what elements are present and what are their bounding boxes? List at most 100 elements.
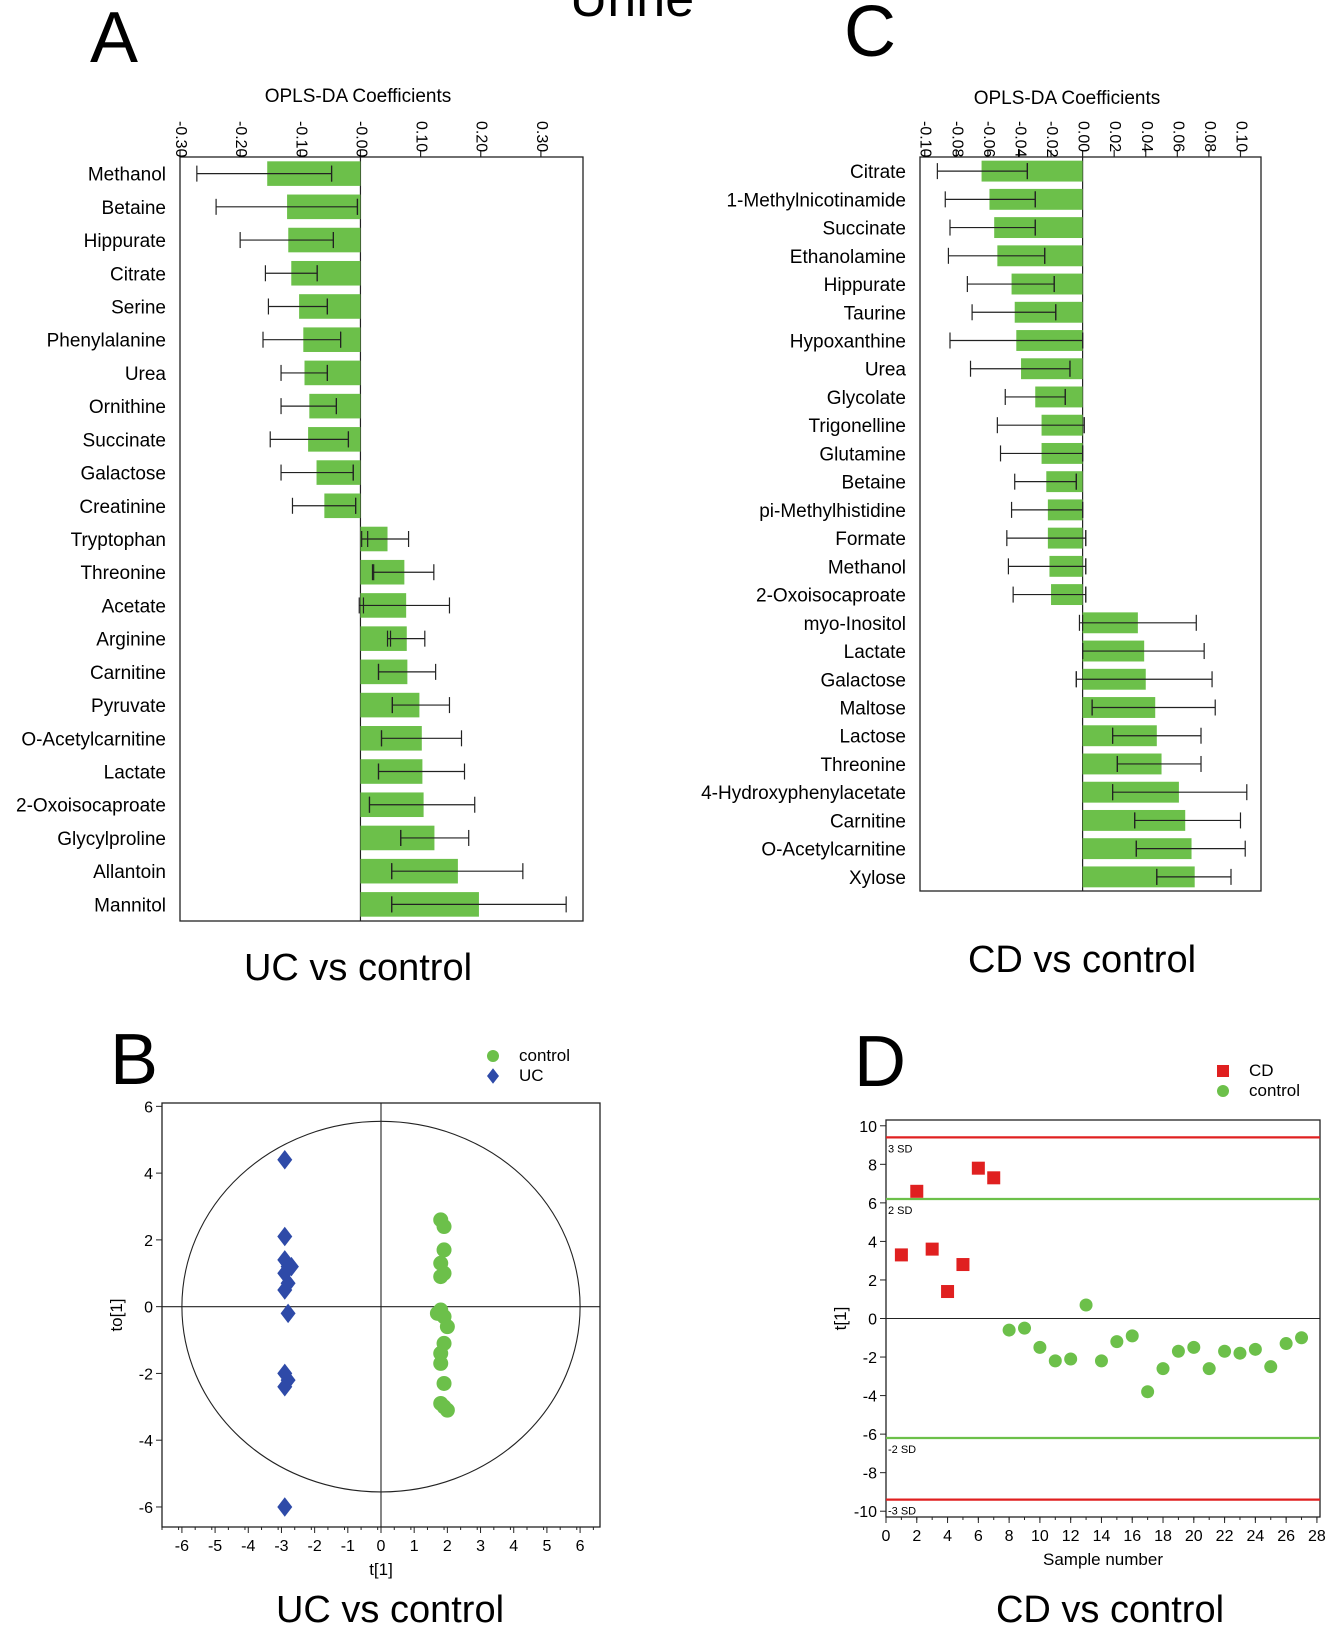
data-point-circle: [1171, 1344, 1185, 1358]
category-label: 2-Oxoisocaproate: [756, 586, 906, 607]
tick-label: 0.10: [1232, 121, 1249, 152]
y-tick-label: 2: [868, 1273, 877, 1290]
sd-reference-label: 3 SD: [888, 1143, 913, 1155]
category-label: Urea: [865, 360, 907, 381]
x-tick-label: -4: [241, 1538, 255, 1555]
chart-caption: UC vs control: [276, 1589, 504, 1628]
tick-label: -0.04: [1011, 121, 1028, 158]
category-label: Taurine: [844, 303, 906, 324]
category-label: Arginine: [96, 630, 166, 651]
category-label: Tryptophan: [71, 530, 166, 551]
panel-letter: A: [90, 0, 138, 78]
category-label: Methanol: [88, 165, 166, 186]
data-point-square: [956, 1258, 970, 1272]
data-point-circle: [1187, 1340, 1201, 1354]
x-tick-label: 5: [542, 1538, 551, 1555]
category-label: Betaine: [842, 473, 906, 494]
data-point-circle: [1125, 1329, 1139, 1343]
x-axis-label: t[1]: [369, 1560, 393, 1579]
y-tick-label: 4: [868, 1234, 877, 1251]
x-tick-label: 28: [1308, 1528, 1326, 1545]
y-tick-label: -2: [139, 1366, 153, 1383]
category-label: Succinate: [823, 219, 906, 240]
data-point-circle: [1248, 1342, 1262, 1356]
data-point-circle: [1156, 1362, 1170, 1376]
x-tick-label: 2: [912, 1528, 921, 1545]
category-label: Betaine: [102, 198, 166, 219]
tick-label: 0.06: [1169, 121, 1186, 152]
coefficient-bar: [981, 160, 1083, 182]
data-point-square: [971, 1161, 985, 1175]
y-tick-label: -4: [863, 1389, 877, 1406]
category-label: Trigonelline: [808, 416, 906, 437]
y-tick-label: 6: [868, 1196, 877, 1213]
sd-reference-label: -3 SD: [888, 1506, 916, 1518]
x-tick-label: -6: [175, 1538, 189, 1555]
category-label: 2-Oxoisocaproate: [16, 796, 166, 817]
legend-entry: UC: [519, 1066, 544, 1085]
chart-title: OPLS-DA Coefficients: [265, 86, 452, 107]
data-point-square: [987, 1171, 1001, 1185]
chart-caption: CD vs control: [968, 939, 1196, 981]
x-tick-label: 18: [1154, 1528, 1172, 1545]
category-label: Creatinine: [79, 497, 166, 518]
data-point-diamond: [277, 1377, 293, 1397]
data-point-circle: [1218, 1344, 1232, 1358]
chart-caption: UC vs control: [244, 947, 472, 989]
x-tick-label: 12: [1062, 1528, 1080, 1545]
x-tick-label: 16: [1123, 1528, 1141, 1545]
x-tick-label: 6: [576, 1538, 585, 1555]
x-tick-label: 2: [443, 1538, 452, 1555]
data-point-circle: [1079, 1298, 1093, 1312]
x-tick-label: -5: [208, 1538, 222, 1555]
coefficient-bar: [1082, 866, 1195, 888]
panel-a-coefficient-chart: A OPLS-DA Coefficients UC vs control Methan…: [16, 0, 584, 989]
y-tick-label: 8: [868, 1157, 877, 1174]
y-axis-label: t[1]: [831, 1307, 850, 1331]
category-label: Lactose: [839, 727, 906, 748]
y-tick-label: 4: [144, 1166, 153, 1183]
x-tick-label: 24: [1246, 1528, 1264, 1545]
x-tick-label: -3: [274, 1538, 288, 1555]
tick-label: -0.00: [352, 121, 369, 158]
panel-letter: D: [854, 1022, 906, 1102]
data-point-circle: [1064, 1352, 1078, 1366]
coefficient-bar: [994, 217, 1083, 239]
category-label: Serine: [111, 297, 166, 318]
category-label: Glycylproline: [57, 829, 166, 850]
x-tick-label: 0: [882, 1528, 891, 1545]
category-label: Methanol: [828, 557, 906, 578]
panel-letter: B: [110, 1020, 158, 1100]
data-point-diamond: [277, 1226, 293, 1247]
category-label: Allantoin: [93, 862, 166, 883]
category-label: Galactose: [80, 464, 166, 485]
data-point-circle: [1110, 1335, 1124, 1349]
data-point-circle: [487, 1050, 499, 1062]
x-tick-label: 22: [1216, 1528, 1234, 1545]
coefficient-bar: [1082, 809, 1186, 831]
x-tick-label: 0: [377, 1538, 386, 1555]
y-tick-label: -2: [863, 1350, 877, 1367]
data-point-circle: [1141, 1385, 1155, 1399]
data-point-circle: [1094, 1354, 1108, 1368]
category-label: Hippurate: [84, 231, 166, 252]
data-point-circle: [433, 1269, 449, 1285]
y-tick-label: 10: [859, 1119, 877, 1136]
plot-frame: [919, 156, 1262, 892]
data-point-circle: [1048, 1354, 1062, 1368]
x-tick-label: 26: [1277, 1528, 1295, 1545]
x-axis-label: Sample number: [1043, 1550, 1163, 1569]
x-tick-label: -2: [308, 1538, 322, 1555]
x-tick-label: 14: [1093, 1528, 1111, 1545]
data-point-square: [941, 1285, 955, 1299]
category-label: O-Acetylcarnitine: [761, 840, 906, 861]
category-label: Maltose: [839, 699, 906, 720]
data-point-circle: [433, 1355, 449, 1371]
data-point-circle: [1295, 1331, 1309, 1345]
category-label: Threonine: [80, 563, 166, 584]
tick-label: 0.10: [413, 121, 430, 152]
sd-reference-label: -2 SD: [888, 1444, 916, 1456]
tick-label: 0.04: [1138, 121, 1155, 152]
